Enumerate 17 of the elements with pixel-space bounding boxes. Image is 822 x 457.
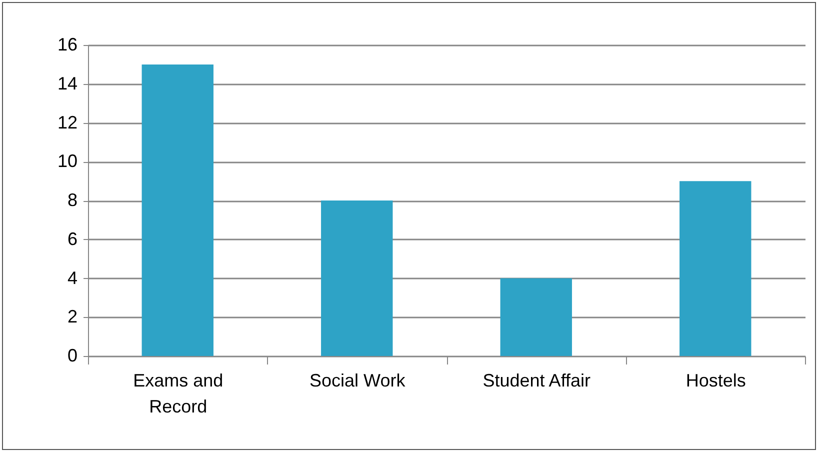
x-tick-label: Exams and Record bbox=[133, 370, 224, 416]
y-tick-label: 12 bbox=[57, 112, 78, 132]
y-tick-label: 8 bbox=[67, 190, 78, 210]
x-tick-label: Student Affair bbox=[482, 370, 590, 390]
y-tick-label: 2 bbox=[67, 306, 78, 327]
bar bbox=[680, 181, 752, 356]
y-tick-label: 14 bbox=[57, 73, 78, 94]
bar bbox=[142, 64, 214, 356]
y-tick-label: 0 bbox=[67, 346, 78, 366]
x-tick-label: Social Work bbox=[310, 370, 406, 390]
y-tick-label: 4 bbox=[67, 268, 78, 288]
y-tick-label: 6 bbox=[67, 228, 78, 249]
bar bbox=[321, 200, 393, 356]
y-tick-label: 10 bbox=[57, 151, 78, 172]
bar bbox=[500, 278, 572, 356]
y-tick-label: 16 bbox=[57, 34, 78, 54]
x-tick-label: Hostels bbox=[686, 370, 746, 390]
